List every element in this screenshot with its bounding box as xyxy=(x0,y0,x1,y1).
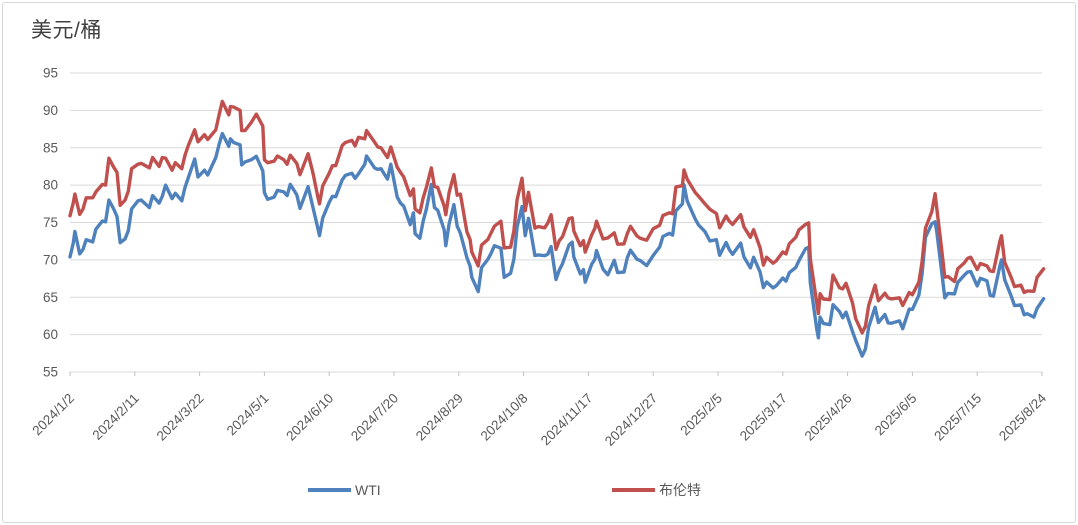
y-axis-label-90: 90 xyxy=(43,103,58,118)
brent-line-swatch xyxy=(612,488,655,492)
y-axis-label-75: 75 xyxy=(43,215,58,230)
series-line-wti xyxy=(68,131,1046,358)
y-axis-label-60: 60 xyxy=(43,327,58,342)
y-axis-label-80: 80 xyxy=(43,178,58,193)
x-axis-label-2025/2/5: 2025/2/5 xyxy=(677,391,725,439)
x-axis-label-2024/5/1: 2024/5/1 xyxy=(224,391,272,439)
x-axis-label-2025/8/24: 2025/8/24 xyxy=(996,390,1049,443)
x-axis-label-2024/6/10: 2024/6/10 xyxy=(283,391,336,444)
y-axis-label-95: 95 xyxy=(43,66,58,81)
y-axis-label-65: 65 xyxy=(43,290,58,305)
x-axis-label-2024/2/11: 2024/2/11 xyxy=(90,391,142,443)
x-axis-label-2025/4/26: 2025/4/26 xyxy=(802,391,855,444)
legend-item-wti: WTI xyxy=(308,481,381,499)
x-axis-label-2024/3/22: 2024/3/22 xyxy=(154,391,207,444)
x-axis-label-2024/12/27: 2024/12/27 xyxy=(602,391,660,449)
wti-line-swatch xyxy=(308,488,351,492)
legend-label-brent: 布伦特 xyxy=(659,482,701,498)
x-axis-label-2024/7/20: 2024/7/20 xyxy=(348,391,401,444)
x-axis-label-2025/3/17: 2025/3/17 xyxy=(737,391,790,444)
x-axis-label-2024/1/2: 2024/1/2 xyxy=(29,391,77,439)
x-axis-label-2025/7/15: 2025/7/15 xyxy=(931,391,984,444)
legend-label-wti: WTI xyxy=(355,482,381,498)
y-axis-label-55: 55 xyxy=(43,365,58,380)
x-axis-label-2024/11/17: 2024/11/17 xyxy=(538,391,596,449)
chart-title: 美元/桶 xyxy=(31,19,102,42)
x-axis-label-2024/10/8: 2024/10/8 xyxy=(478,391,531,444)
legend-item-brent: 布伦特 xyxy=(612,481,701,499)
chart-legend: WTI 布伦特 xyxy=(0,481,1078,503)
series-line-brent xyxy=(68,99,1046,335)
y-axis-label-70: 70 xyxy=(43,252,58,267)
y-axis-label-85: 85 xyxy=(43,140,58,155)
x-axis-label-2025/6/5: 2025/6/5 xyxy=(872,391,920,439)
x-axis-label-2024/8/29: 2024/8/29 xyxy=(413,391,466,444)
